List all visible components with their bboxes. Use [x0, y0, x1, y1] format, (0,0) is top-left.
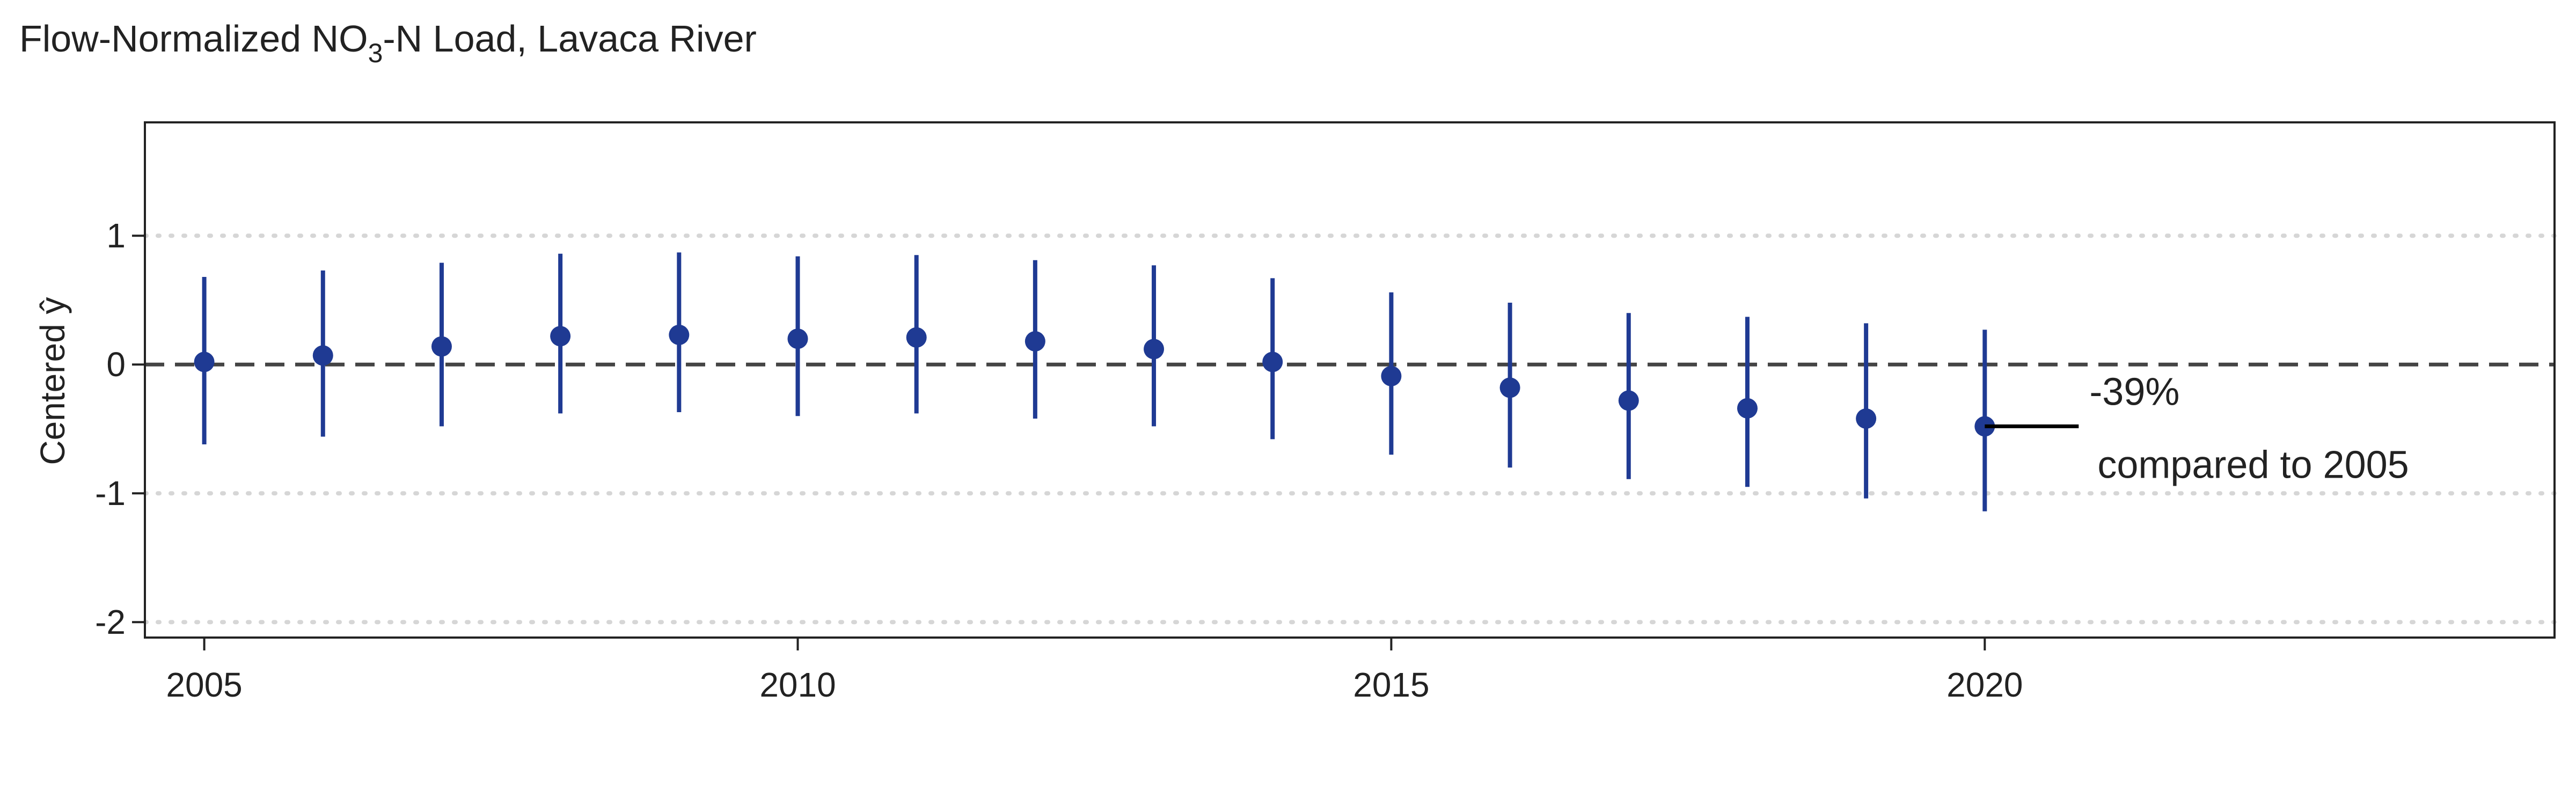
y-tick-label: 1	[106, 216, 126, 255]
chart-title-suffix: -N Load, Lavaca River	[383, 18, 756, 60]
annotation-text-comparison: compared to 2005	[2097, 443, 2409, 486]
y-tick-label: 0	[106, 345, 126, 384]
x-tick-label: 2015	[1353, 665, 1429, 704]
chart-title-prefix: Flow-Normalized NO	[19, 18, 368, 60]
data-point	[312, 345, 333, 366]
data-point	[1737, 398, 1758, 419]
data-point	[550, 326, 571, 347]
y-tick-label: -1	[95, 474, 126, 513]
y-tick-label: -2	[95, 603, 126, 641]
data-point	[1618, 390, 1639, 411]
chart-title: Flow-Normalized NO3-N Load, Lavaca River	[19, 18, 757, 68]
data-point	[787, 328, 808, 349]
data-point	[669, 325, 690, 345]
data-point	[1381, 365, 1402, 386]
data-point	[906, 327, 927, 348]
data-point	[1856, 408, 1877, 429]
x-tick-label: 2005	[166, 665, 242, 704]
data-point	[1144, 339, 1165, 360]
data-point	[1024, 331, 1045, 352]
chart-title-subscript: 3	[368, 38, 383, 68]
plot-frame	[144, 121, 2556, 639]
y-axis-label: Centered ŷ	[33, 297, 72, 465]
data-point	[194, 352, 215, 372]
x-tick-label: 2020	[1946, 665, 2023, 704]
data-point	[1262, 352, 1283, 372]
x-tick-label: 2010	[759, 665, 836, 704]
annotation-text-percent: -39%	[2089, 370, 2179, 413]
data-point	[431, 336, 452, 357]
data-point	[1499, 377, 1520, 398]
plot-layer: -2 -1 0 1 2005 2010 2015 2020 -39% compared to 20…	[95, 121, 2557, 704]
